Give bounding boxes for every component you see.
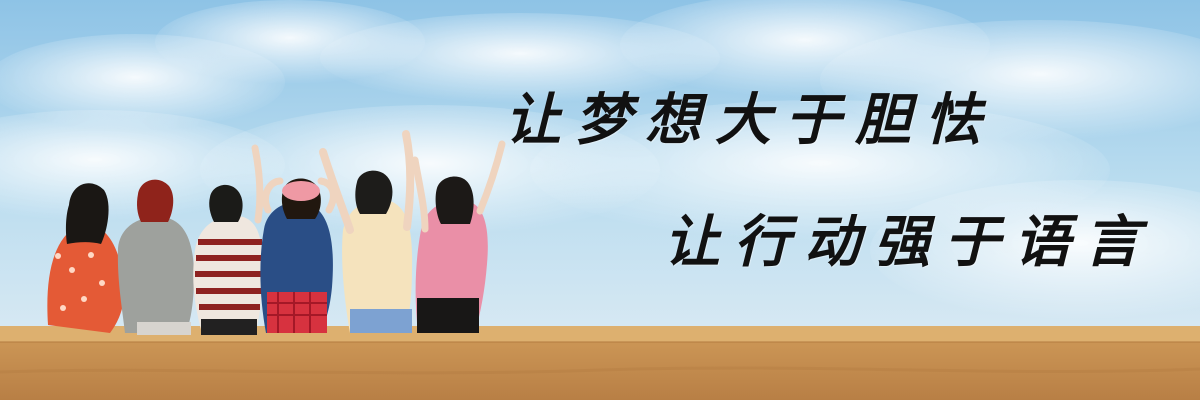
- person-icon: [260, 177, 337, 333]
- wall: [0, 326, 1200, 400]
- person-icon: [117, 179, 194, 335]
- slogan-line-2: 让行动强于语言: [664, 209, 1154, 275]
- person-icon: [193, 144, 264, 335]
- person-icon: [319, 130, 415, 333]
- person-icon: [411, 140, 506, 333]
- slogan-line-1: 让梦想大于胆怯: [505, 87, 995, 153]
- person-icon: [47, 183, 125, 333]
